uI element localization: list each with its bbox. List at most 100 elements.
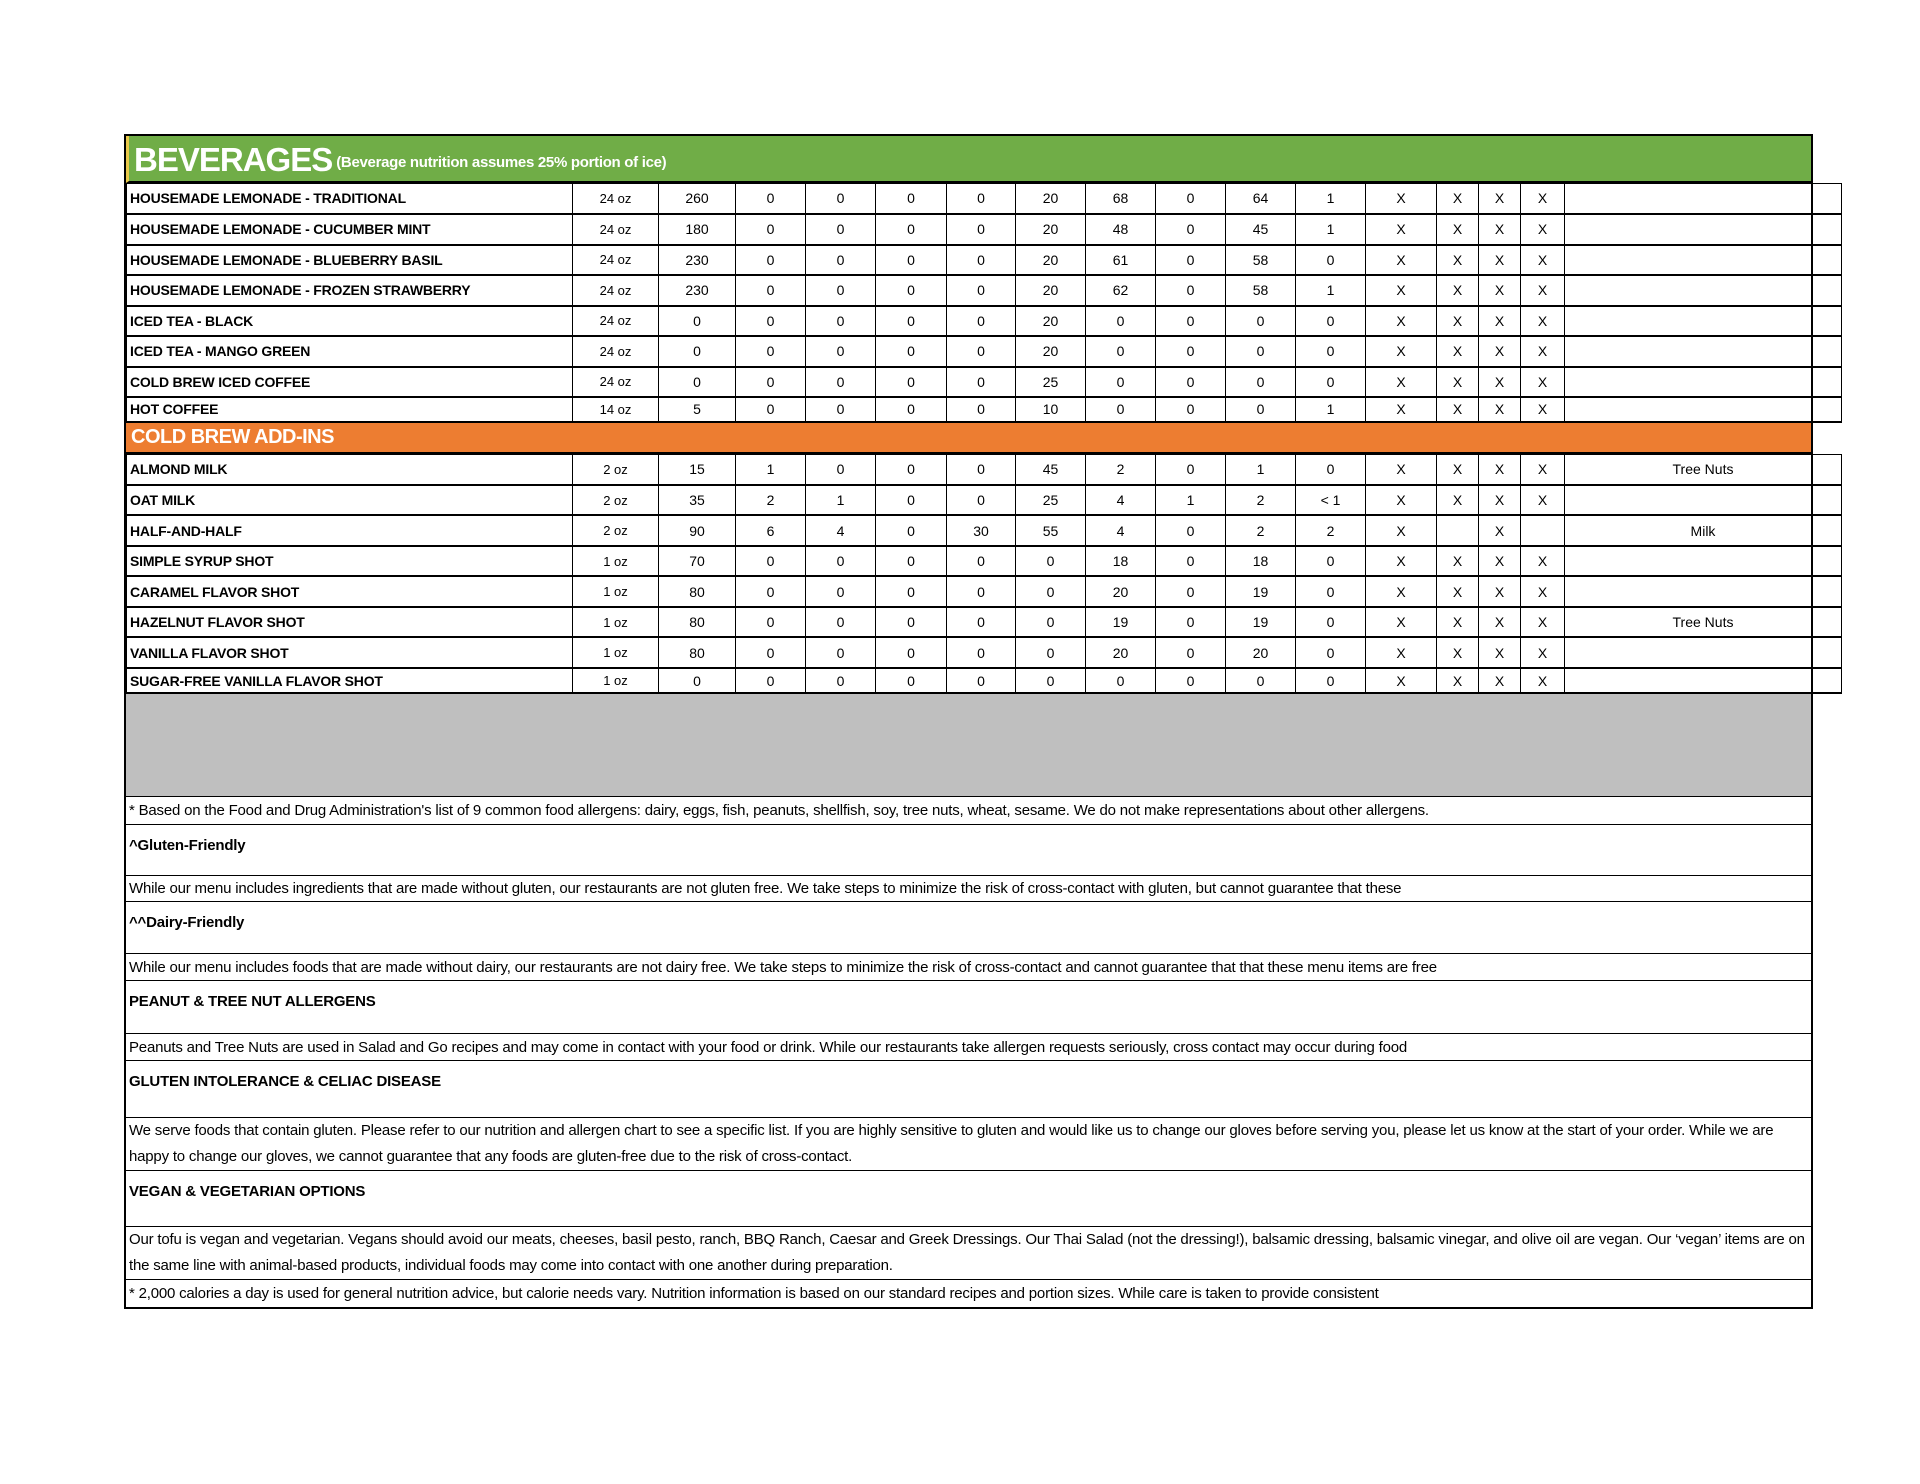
- nutrition-value: 20: [1015, 305, 1086, 337]
- nutrition-value: 0: [1155, 396, 1226, 423]
- note-text: While our menu includes foods that are m…: [126, 954, 1811, 981]
- nutrition-value: 1: [1155, 484, 1226, 516]
- allergen-free-mark: X: [1520, 366, 1565, 398]
- allergen-free-mark: X: [1436, 575, 1479, 608]
- nutrition-value: 0: [805, 606, 876, 638]
- serving-size: 24 oz: [572, 366, 659, 398]
- nutrition-value: 4: [1085, 484, 1156, 516]
- nutrition-value: 20: [1015, 244, 1086, 276]
- nutrition-value: 5: [658, 396, 736, 423]
- allergen-free-mark: X: [1436, 545, 1479, 577]
- note-text: Peanuts and Tree Nuts are used in Salad …: [126, 1034, 1811, 1061]
- nutrition-value: 0: [1155, 545, 1226, 577]
- nutrition-value: 0: [946, 545, 1016, 577]
- nutrition-value: 0: [805, 396, 876, 423]
- nutrition-value: 0: [735, 366, 806, 398]
- serving-size: 1 oz: [572, 636, 659, 669]
- note-heading: GLUTEN INTOLERANCE & CELIAC DISEASE: [126, 1061, 1811, 1118]
- allergen-free-mark: X: [1436, 274, 1479, 307]
- serving-size: 14 oz: [572, 396, 659, 423]
- serving-size: 1 oz: [572, 575, 659, 608]
- allergen-free-mark: X: [1478, 274, 1521, 307]
- nutrition-value: 58: [1225, 274, 1296, 307]
- beverages-header: BEVERAGES (Beverage nutrition assumes 25…: [126, 136, 1811, 183]
- nutrition-value: 0: [875, 667, 947, 694]
- nutrition-value: 80: [658, 636, 736, 669]
- nutrition-value: 2: [1295, 514, 1366, 547]
- allergen-free-mark: X: [1520, 606, 1565, 638]
- nutrition-value: 0: [805, 213, 876, 246]
- nutrition-value: 0: [1015, 636, 1086, 669]
- allergen-free-mark: X: [1478, 305, 1521, 337]
- allergen-free-mark: X: [1478, 636, 1521, 669]
- nutrition-value: 20: [1225, 636, 1296, 669]
- allergen-free-mark: X: [1436, 396, 1479, 423]
- nutrition-value: 0: [658, 335, 736, 368]
- serving-size: 24 oz: [572, 183, 659, 215]
- nutrition-value: 19: [1085, 606, 1156, 638]
- addins-table: ALMOND MILK 2 oz 15 1 0 0 0 45 2 0 1 0 X X X X Tree Nuts…: [126, 453, 1842, 694]
- nutrition-value: 20: [1015, 274, 1086, 307]
- serving-size: 24 oz: [572, 335, 659, 368]
- nutrition-value: 0: [805, 453, 876, 486]
- allergen-free-mark: X: [1520, 484, 1565, 516]
- nutrition-value: 1: [1295, 396, 1366, 423]
- nutrition-value: 0: [875, 213, 947, 246]
- nutrition-value: 0: [1155, 213, 1226, 246]
- table-row: ALMOND MILK 2 oz 15 1 0 0 0 45 2 0 1 0 X X X X Tree Nuts: [126, 453, 1842, 486]
- serving-size: 1 oz: [572, 606, 659, 638]
- nutrition-value: 0: [805, 305, 876, 337]
- nutrition-value: 20: [1085, 575, 1156, 608]
- allergen-free-mark: X: [1478, 545, 1521, 577]
- note-text: * 2,000 calories a day is used for gener…: [129, 1285, 1379, 1302]
- nutrition-value: 15: [658, 453, 736, 486]
- note-heading: ^Gluten-Friendly: [126, 825, 1811, 876]
- allergen-free-mark: X: [1520, 396, 1565, 423]
- allergen-cell: [1564, 667, 1842, 694]
- allergen-free-mark: X: [1520, 305, 1565, 337]
- nutrition-value: 0: [875, 305, 947, 337]
- allergen-free-mark: X: [1436, 213, 1479, 246]
- nutrition-value: 0: [1225, 366, 1296, 398]
- table-row: ICED TEA - MANGO GREEN 24 oz 0 0 0 0 0 20 0 0 0 0 X X…: [126, 335, 1842, 368]
- allergen-free-mark: X: [1478, 514, 1521, 547]
- nutrition-value: 0: [946, 396, 1016, 423]
- item-name: SUGAR-FREE VANILLA FLAVOR SHOT: [126, 667, 573, 694]
- nutrition-value: 0: [1015, 545, 1086, 577]
- serving-size: 1 oz: [572, 667, 659, 694]
- nutrition-value: 0: [735, 305, 806, 337]
- nutrition-value: 90: [658, 514, 736, 547]
- nutrition-value: 80: [658, 606, 736, 638]
- allergen-free-mark: X: [1478, 244, 1521, 276]
- nutrition-value: 0: [805, 183, 876, 215]
- nutrition-value: 0: [658, 667, 736, 694]
- spacer-band: [126, 694, 1811, 797]
- nutrition-value: 0: [875, 366, 947, 398]
- allergen-free-mark: X: [1478, 484, 1521, 516]
- nutrition-value: 4: [805, 514, 876, 547]
- nutrition-value: 0: [1295, 636, 1366, 669]
- allergen-cell: Milk: [1564, 514, 1842, 547]
- item-name: COLD BREW ICED COFFEE: [126, 366, 573, 398]
- allergen-free-mark: X: [1478, 183, 1521, 215]
- note-text: While our menu includes ingredients that…: [126, 876, 1811, 902]
- nutrition-value: 68: [1085, 183, 1156, 215]
- allergen-free-mark: X: [1436, 305, 1479, 337]
- nutrition-value: 0: [1155, 305, 1226, 337]
- nutrition-value: 0: [805, 244, 876, 276]
- item-name: OAT MILK: [126, 484, 573, 516]
- nutrition-value: 19: [1225, 575, 1296, 608]
- allergen-cell: [1564, 335, 1842, 368]
- nutrition-value: 0: [875, 545, 947, 577]
- serving-size: 2 oz: [572, 514, 659, 547]
- nutrition-value: 0: [1295, 366, 1366, 398]
- nutrition-value: 10: [1015, 396, 1086, 423]
- nutrition-value: 0: [1155, 636, 1226, 669]
- allergen-free-mark: X: [1436, 606, 1479, 638]
- item-name: CARAMEL FLAVOR SHOT: [126, 575, 573, 608]
- serving-size: 24 oz: [572, 305, 659, 337]
- note-text: We serve foods that contain gluten. Plea…: [126, 1118, 1811, 1171]
- nutrition-value: 0: [735, 213, 806, 246]
- table-row: HOUSEMADE LEMONADE - TRADITIONAL 24 oz 260…: [126, 183, 1842, 215]
- allergen-cell: [1564, 244, 1842, 276]
